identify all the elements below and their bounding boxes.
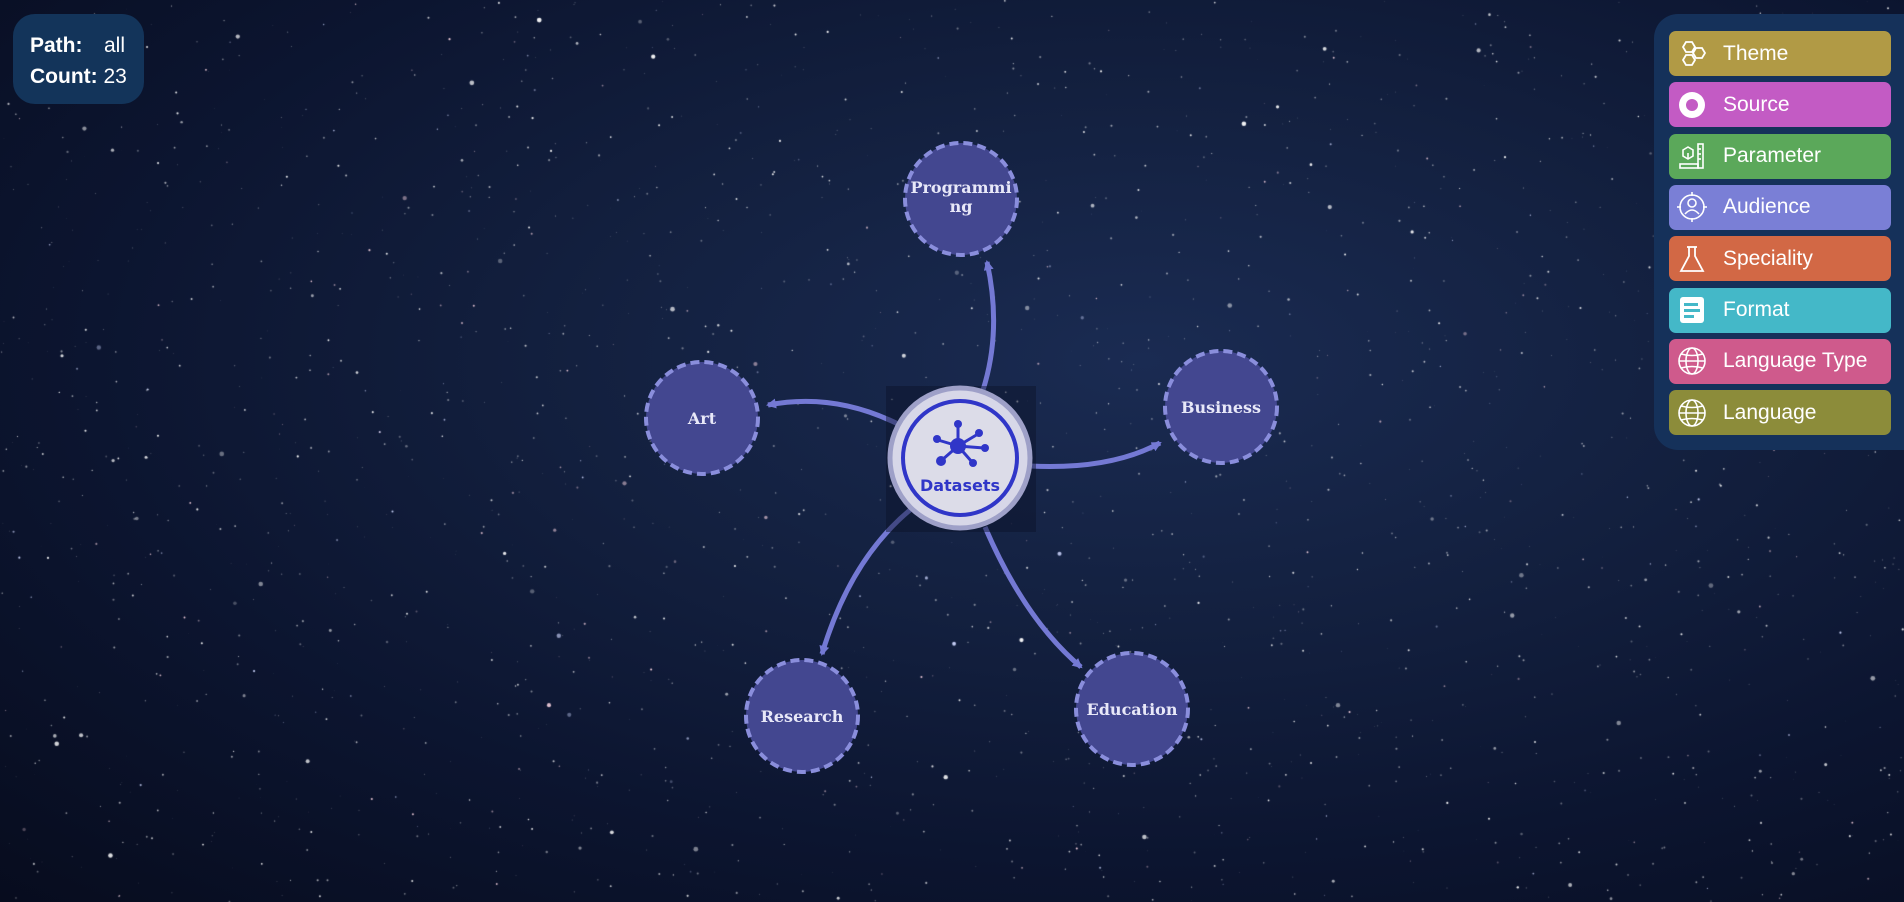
network-hub-icon	[933, 420, 989, 467]
node-label: Business	[1181, 398, 1261, 417]
path-label: Path:	[30, 34, 83, 57]
person-target-icon	[1669, 185, 1715, 230]
legend-label: Format	[1723, 298, 1790, 321]
ruler-cube-icon	[1669, 134, 1715, 179]
globe-icon	[1669, 339, 1715, 384]
edge-datasets-to-business	[1029, 440, 1162, 469]
legend-label: Parameter	[1723, 144, 1822, 168]
legend-item-audience[interactable]: Audience	[1669, 184, 1891, 230]
hexagons-icon	[1669, 31, 1715, 76]
flask-icon	[1669, 236, 1715, 281]
count-label: Count:	[30, 65, 98, 88]
node-education[interactable]: Education	[1074, 651, 1190, 767]
legend-label: Audience	[1723, 195, 1811, 219]
count-value: 23	[103, 65, 127, 88]
center-node-datasets[interactable]: Datasets	[886, 385, 1036, 532]
legend-label: Source	[1723, 92, 1790, 116]
legend-item-parameter[interactable]: Parameter	[1669, 133, 1891, 179]
legend-item-language[interactable]: Language	[1669, 390, 1891, 436]
center-node-label: Datasets	[920, 476, 1000, 495]
path-value: all	[104, 34, 126, 57]
legend-item-theme[interactable]: Theme	[1669, 31, 1891, 76]
document-icon	[1669, 288, 1715, 333]
legend-label: Language	[1723, 400, 1817, 424]
node-label: Programmi ng	[910, 178, 1011, 216]
node-label: Art	[687, 409, 717, 428]
legend-label: Theme	[1723, 41, 1789, 65]
node-programming[interactable]: Programmi ng	[903, 141, 1019, 257]
node-label: Education	[1087, 700, 1178, 719]
legend-item-speciality[interactable]: Speciality	[1669, 236, 1891, 282]
edge-datasets-to-education	[982, 526, 1083, 669]
legend-label: Speciality	[1723, 246, 1813, 270]
legend-item-language-type[interactable]: Language Type	[1669, 338, 1891, 384]
legend-item-format[interactable]: Format	[1669, 287, 1891, 333]
globe-icon	[1669, 390, 1715, 435]
node-business[interactable]: Business	[1163, 349, 1279, 465]
node-research[interactable]: Research	[744, 658, 860, 774]
edge-datasets-to-art	[766, 398, 902, 428]
path-count-panel: Path: all Count: 23	[13, 14, 144, 104]
edge-datasets-to-programming	[980, 260, 997, 391]
node-label: Research	[761, 707, 844, 726]
edge-datasets-to-research	[819, 508, 912, 656]
legend-item-source[interactable]: Source	[1669, 82, 1891, 128]
legend-label: Language Type	[1723, 349, 1868, 373]
source-ring-icon	[1669, 82, 1715, 127]
node-art[interactable]: Art	[644, 360, 760, 476]
category-legend: Theme Source Parameter Audience Speciality Fo…	[1654, 14, 1904, 450]
